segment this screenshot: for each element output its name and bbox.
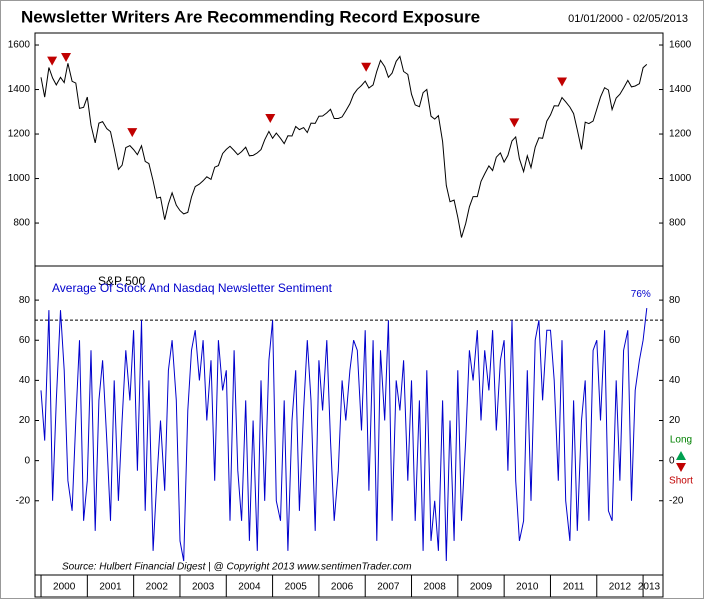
line [40, 55, 648, 238]
y-tick-label: 60 [19, 335, 31, 346]
chart-title: Newsletter Writers Are Recommending Reco… [21, 7, 480, 26]
date-range: 01/01/2000 - 02/05/2013 [568, 13, 688, 25]
x-tick-label: 2006 [331, 582, 354, 593]
y-tick-label: 20 [19, 415, 31, 426]
y2-tick-label: 1600 [669, 40, 692, 51]
x-tick-label: 2010 [516, 582, 539, 593]
outer-frame [0, 0, 704, 599]
x-tick-label: 2008 [424, 582, 447, 593]
signal-marker [557, 77, 568, 87]
x-tick-label: 2011 [563, 582, 585, 593]
y-tick-label: 1600 [8, 40, 31, 51]
short-label: Short [669, 476, 693, 487]
y2-tick-label: 1200 [669, 129, 692, 140]
y-tick-label: 1400 [8, 84, 31, 95]
y-tick-label: 800 [13, 218, 30, 229]
x-tick-label: 2000 [53, 582, 76, 593]
long-icon [676, 451, 686, 460]
x-tick-label: 2009 [470, 582, 493, 593]
y2-tick-label: 1400 [669, 84, 692, 95]
signal-marker [361, 62, 372, 72]
y-tick-label: -20 [16, 495, 31, 506]
y-tick-label: 1000 [8, 173, 31, 184]
long-label: Long [670, 435, 692, 446]
sentiment-label: Average Of Stock And Nasdaq Newsletter S… [52, 281, 333, 295]
x-tick-label: 2003 [192, 582, 215, 593]
signal-marker [61, 52, 72, 62]
value-label: 76% [631, 289, 651, 300]
source-note: Source: Hulbert Financial Digest | @ Cop… [62, 562, 412, 573]
y-tick-label: 0 [24, 455, 30, 466]
line [40, 308, 648, 562]
s-p-label: S&P 500 [98, 274, 145, 288]
y-tick-label: 1200 [8, 129, 31, 140]
y2-tick-label: 1000 [669, 173, 692, 184]
signal-marker [47, 56, 58, 66]
y2-tick-label: 40 [669, 375, 681, 386]
year-band [34, 574, 664, 598]
x-tick-label: 2007 [377, 582, 400, 593]
signal-marker [127, 128, 138, 138]
y-tick-label: 80 [19, 295, 31, 306]
x-tick-label: 2005 [285, 582, 308, 593]
signal-marker [509, 118, 520, 128]
x-tick-label: 2001 [99, 582, 122, 593]
x-tick-label: 2004 [238, 582, 261, 593]
x-tick-label: 2013 [638, 582, 661, 593]
y2-tick-label: -20 [669, 495, 684, 506]
y2-tick-label: 80 [669, 295, 681, 306]
y2-tick-label: 20 [669, 415, 681, 426]
short-icon [676, 463, 686, 472]
x-tick-label: 2012 [609, 582, 632, 593]
y2-tick-label: 800 [669, 218, 686, 229]
y-tick-label: 40 [19, 375, 31, 386]
signal-marker [265, 113, 276, 123]
y2-tick-label: 60 [669, 335, 681, 346]
x-tick-label: 2002 [146, 582, 169, 593]
y2-tick-label: 0 [669, 455, 675, 466]
